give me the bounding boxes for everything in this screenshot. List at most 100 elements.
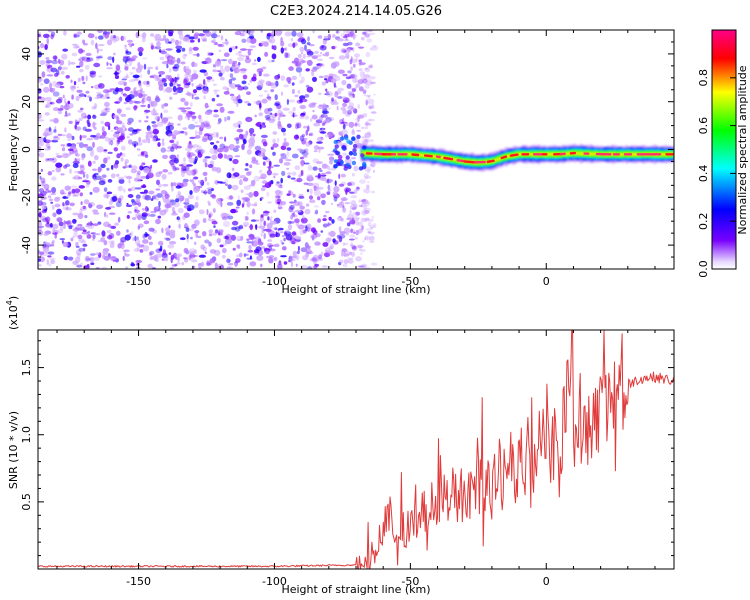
noise-speck	[353, 53, 361, 58]
colorbar-label: Normalized spectral amplitude	[736, 65, 749, 234]
noise-speck	[302, 53, 306, 59]
noise-speck	[86, 146, 93, 152]
noise-speck	[249, 255, 252, 260]
onset-speck	[352, 151, 358, 157]
noise-speck	[94, 256, 100, 261]
noise-speck	[50, 259, 56, 264]
noise-speck	[244, 57, 252, 64]
noise-speck	[73, 231, 78, 238]
noise-speck	[371, 103, 374, 109]
noise-speck	[59, 85, 65, 89]
noise-speck	[362, 71, 366, 78]
noise-speck	[367, 98, 375, 105]
noise-speck	[329, 133, 334, 137]
noise-speck	[40, 168, 44, 172]
noise-speck	[340, 173, 346, 178]
noise-speck	[75, 242, 79, 247]
noise-speck	[352, 93, 356, 98]
noise-speck	[139, 74, 143, 78]
noise-speck	[126, 202, 129, 205]
noise-speck	[106, 96, 110, 99]
noise-speck	[193, 186, 200, 193]
noise-speck	[253, 100, 259, 104]
noise-speck	[242, 221, 249, 227]
noise-speck	[336, 234, 340, 239]
noise-speck	[313, 185, 317, 191]
noise-speck	[300, 247, 308, 253]
noise-speck	[273, 256, 278, 262]
noise-speck	[113, 147, 119, 152]
noise-speck	[136, 173, 141, 178]
noise-speck	[117, 138, 120, 145]
noise-speck	[47, 255, 52, 258]
noise-speck	[237, 86, 245, 91]
noise-speck	[222, 86, 228, 90]
noise-speck	[68, 120, 73, 124]
noise-speck	[172, 166, 177, 172]
noise-speck	[107, 151, 113, 154]
noise-speck	[246, 149, 252, 155]
noise-speck	[277, 137, 280, 143]
noise-speck	[152, 128, 159, 135]
noise-speck	[364, 207, 371, 212]
noise-speck	[163, 103, 169, 107]
noise-speck	[122, 56, 129, 63]
noise-speck	[293, 211, 296, 218]
noise-speck	[46, 38, 49, 44]
noise-speck	[353, 189, 358, 195]
noise-speck	[294, 199, 297, 203]
noise-speck	[248, 244, 252, 250]
noise-speck	[123, 76, 130, 79]
noise-speck	[351, 246, 358, 251]
noise-speck	[53, 87, 56, 92]
noise-speck	[198, 117, 203, 124]
noise-speck	[141, 162, 146, 166]
noise-speck	[125, 204, 133, 208]
noise-speck	[353, 203, 358, 209]
noise-speck	[217, 118, 222, 123]
noise-speck	[338, 215, 342, 218]
noise-speck	[154, 38, 162, 42]
noise-speck	[340, 197, 348, 202]
noise-speck	[152, 137, 157, 142]
noise-speck	[185, 107, 192, 110]
noise-speck	[46, 259, 50, 265]
noise-speck	[353, 108, 358, 114]
noise-speck	[128, 99, 134, 105]
noise-speck	[307, 165, 313, 171]
noise-speck	[259, 94, 263, 97]
noise-speck	[142, 32, 147, 39]
noise-speck	[311, 114, 318, 120]
noise-speck	[337, 96, 343, 99]
noise-speck	[96, 146, 104, 153]
noise-speck	[136, 262, 140, 266]
noise-speck	[53, 129, 57, 133]
snr-frame	[37, 329, 675, 570]
noise-speck	[147, 69, 151, 75]
noise-speck	[85, 224, 91, 228]
noise-speck	[323, 35, 328, 39]
noise-speck	[124, 44, 127, 47]
onset-speck	[352, 148, 357, 153]
noise-speck	[161, 258, 165, 261]
noise-speck	[138, 119, 142, 123]
noise-speck	[57, 133, 63, 137]
noise-speck	[45, 59, 53, 64]
noise-speck	[169, 96, 173, 100]
noise-speck	[235, 45, 238, 49]
noise-speck	[283, 84, 289, 88]
noise-speck	[147, 137, 151, 144]
noise-speck	[350, 228, 353, 233]
noise-speck	[188, 47, 193, 52]
noise-speck	[263, 73, 270, 77]
noise-speck	[276, 181, 280, 184]
noise-speck	[95, 43, 98, 50]
noise-speck	[364, 67, 369, 71]
noise-speck	[77, 223, 83, 227]
noise-speck	[300, 161, 304, 168]
onset-speck	[356, 134, 361, 139]
noise-speck	[301, 218, 305, 224]
noise-speck	[80, 201, 83, 206]
noise-speck	[249, 34, 255, 40]
colorbar-tick-label: 0.6	[697, 117, 710, 135]
